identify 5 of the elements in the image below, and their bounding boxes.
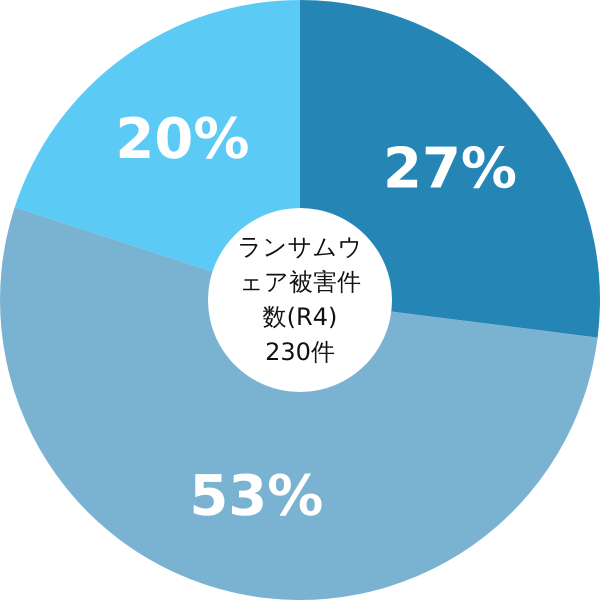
data-label: 27% [383,136,518,202]
text: 230件 [265,336,335,368]
text: ランサムウェア被害件数(R4) [236,232,364,333]
data-label: 20% [115,107,250,172]
data-label: 53% [189,464,324,530]
